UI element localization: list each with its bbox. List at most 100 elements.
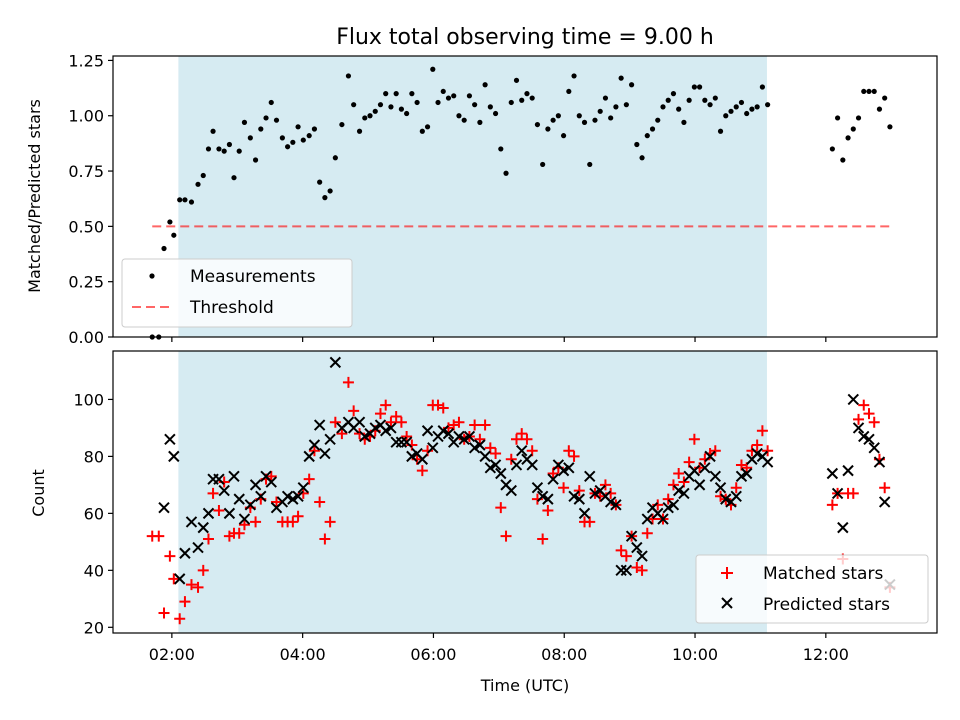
matched-point-100 bbox=[678, 476, 690, 488]
measurement-point-34 bbox=[332, 155, 338, 161]
matched-point-32 bbox=[319, 533, 331, 545]
matched-point-10 bbox=[202, 533, 214, 545]
predicted-point-50 bbox=[427, 442, 439, 454]
measurement-point-80 bbox=[576, 113, 582, 119]
ratio-y-tick-label-0: 0.00 bbox=[68, 328, 104, 347]
matched-point-94 bbox=[647, 513, 659, 525]
matched-point-112 bbox=[741, 462, 753, 474]
predicted-point-45 bbox=[400, 436, 413, 448]
measurement-point-25 bbox=[285, 144, 291, 150]
matched-point-69 bbox=[516, 428, 528, 440]
count-y-tick-label-4: 100 bbox=[73, 390, 104, 409]
measurement-point-101 bbox=[686, 97, 692, 103]
count-legend-box bbox=[695, 554, 929, 624]
measurement-point-41 bbox=[372, 108, 378, 114]
predicted-point-65 bbox=[505, 484, 517, 497]
predicted-point-110 bbox=[740, 467, 753, 480]
measurement-point-76 bbox=[555, 113, 561, 119]
measurement-point-74 bbox=[545, 126, 551, 132]
measurement-point-82 bbox=[587, 161, 593, 168]
predicted-point-88 bbox=[625, 530, 638, 542]
predicted-point-7 bbox=[197, 521, 209, 534]
predicted-point-72 bbox=[542, 493, 554, 505]
predicted-point-3 bbox=[173, 573, 186, 585]
measurement-point-105 bbox=[707, 102, 713, 108]
measurement-point-62 bbox=[482, 82, 488, 88]
predicted-point-103 bbox=[704, 450, 716, 463]
matched-point-33 bbox=[324, 516, 336, 528]
measurement-point-124 bbox=[866, 88, 872, 95]
matched-point-123 bbox=[858, 399, 870, 411]
measurement-point-36 bbox=[345, 73, 352, 79]
legend-matched-label: Matched stars bbox=[763, 564, 883, 584]
measurement-point-128 bbox=[887, 124, 893, 130]
predicted-point-10 bbox=[213, 473, 225, 485]
measurement-point-71 bbox=[529, 95, 535, 101]
predicted-point-116 bbox=[831, 487, 844, 500]
predicted-point-80 bbox=[584, 470, 596, 483]
legend-threshold-label: Threshold bbox=[189, 298, 274, 318]
predicted-point-122 bbox=[863, 433, 875, 446]
measurement-point-110 bbox=[733, 104, 739, 110]
predicted-point-31 bbox=[324, 433, 336, 446]
measurement-point-3 bbox=[167, 219, 173, 225]
ratio-legend-box bbox=[121, 258, 353, 328]
measurement-point-85 bbox=[602, 95, 609, 101]
measurement-point-127 bbox=[882, 95, 888, 101]
matched-point-124 bbox=[863, 408, 875, 420]
ratio-y-tick-label-3: 0.75 bbox=[68, 162, 104, 181]
measurement-point-21 bbox=[263, 115, 269, 121]
measurement-point-16 bbox=[236, 148, 242, 154]
predicted-point-16 bbox=[244, 499, 257, 511]
matched-point-43 bbox=[380, 399, 392, 411]
matched-point-27 bbox=[292, 510, 304, 522]
measurement-point-22 bbox=[268, 99, 274, 106]
count-legend: Matched stars Predicted stars bbox=[695, 554, 929, 624]
matched-point-26 bbox=[287, 516, 299, 528]
matched-point-65 bbox=[495, 502, 507, 514]
measurement-point-48 bbox=[409, 91, 415, 97]
measurement-point-60 bbox=[472, 102, 478, 108]
measurement-point-81 bbox=[581, 119, 588, 125]
measurement-point-28 bbox=[300, 137, 306, 143]
predicted-point-13 bbox=[228, 470, 240, 483]
predicted-point-0 bbox=[158, 501, 170, 514]
x-axis-label: Time (UTC) bbox=[480, 676, 569, 695]
legend-predicted-marker bbox=[721, 597, 733, 609]
matched-point-102 bbox=[688, 433, 700, 445]
measurement-point-5 bbox=[177, 197, 183, 203]
measurement-point-126 bbox=[876, 106, 883, 112]
matched-point-5 bbox=[174, 613, 186, 625]
predicted-point-117 bbox=[837, 521, 849, 534]
measurement-point-2 bbox=[161, 245, 167, 252]
measurement-point-90 bbox=[628, 82, 635, 88]
measurement-point-50 bbox=[419, 128, 425, 134]
ratio-y-ticks: 0.00 0.25 0.50 0.75 1.00 1.25 bbox=[68, 51, 113, 347]
measurement-point-119 bbox=[840, 157, 846, 163]
predicted-point-30 bbox=[319, 447, 331, 460]
predicted-point-79 bbox=[578, 507, 591, 520]
matched-point-74 bbox=[542, 505, 554, 517]
measurement-point-57 bbox=[456, 113, 462, 119]
measurement-point-91 bbox=[634, 141, 640, 148]
measurement-point-54 bbox=[440, 88, 446, 95]
measurement-point-73 bbox=[540, 161, 546, 168]
measurement-point-123 bbox=[861, 88, 867, 95]
measurement-point-32 bbox=[322, 195, 328, 201]
predicted-point-42 bbox=[385, 422, 397, 434]
measurement-point-77 bbox=[560, 133, 567, 139]
measurement-point-44 bbox=[388, 104, 394, 110]
measurement-point-97 bbox=[665, 97, 671, 103]
matched-point-70 bbox=[521, 433, 533, 445]
predicted-point-86 bbox=[615, 564, 627, 577]
count-panel: 20 40 60 80 100 02:00 04:00 06:00 08:00 10:00 12:… bbox=[29, 350, 938, 695]
measurement-point-67 bbox=[508, 99, 514, 106]
measurement-point-121 bbox=[850, 126, 856, 132]
matched-point-3 bbox=[164, 550, 176, 562]
matched-point-110 bbox=[730, 482, 742, 494]
legend-predicted-label: Predicted stars bbox=[763, 595, 890, 615]
predicted-point-67 bbox=[516, 444, 528, 457]
matched-point-93 bbox=[641, 527, 653, 539]
measurement-point-92 bbox=[639, 155, 645, 161]
